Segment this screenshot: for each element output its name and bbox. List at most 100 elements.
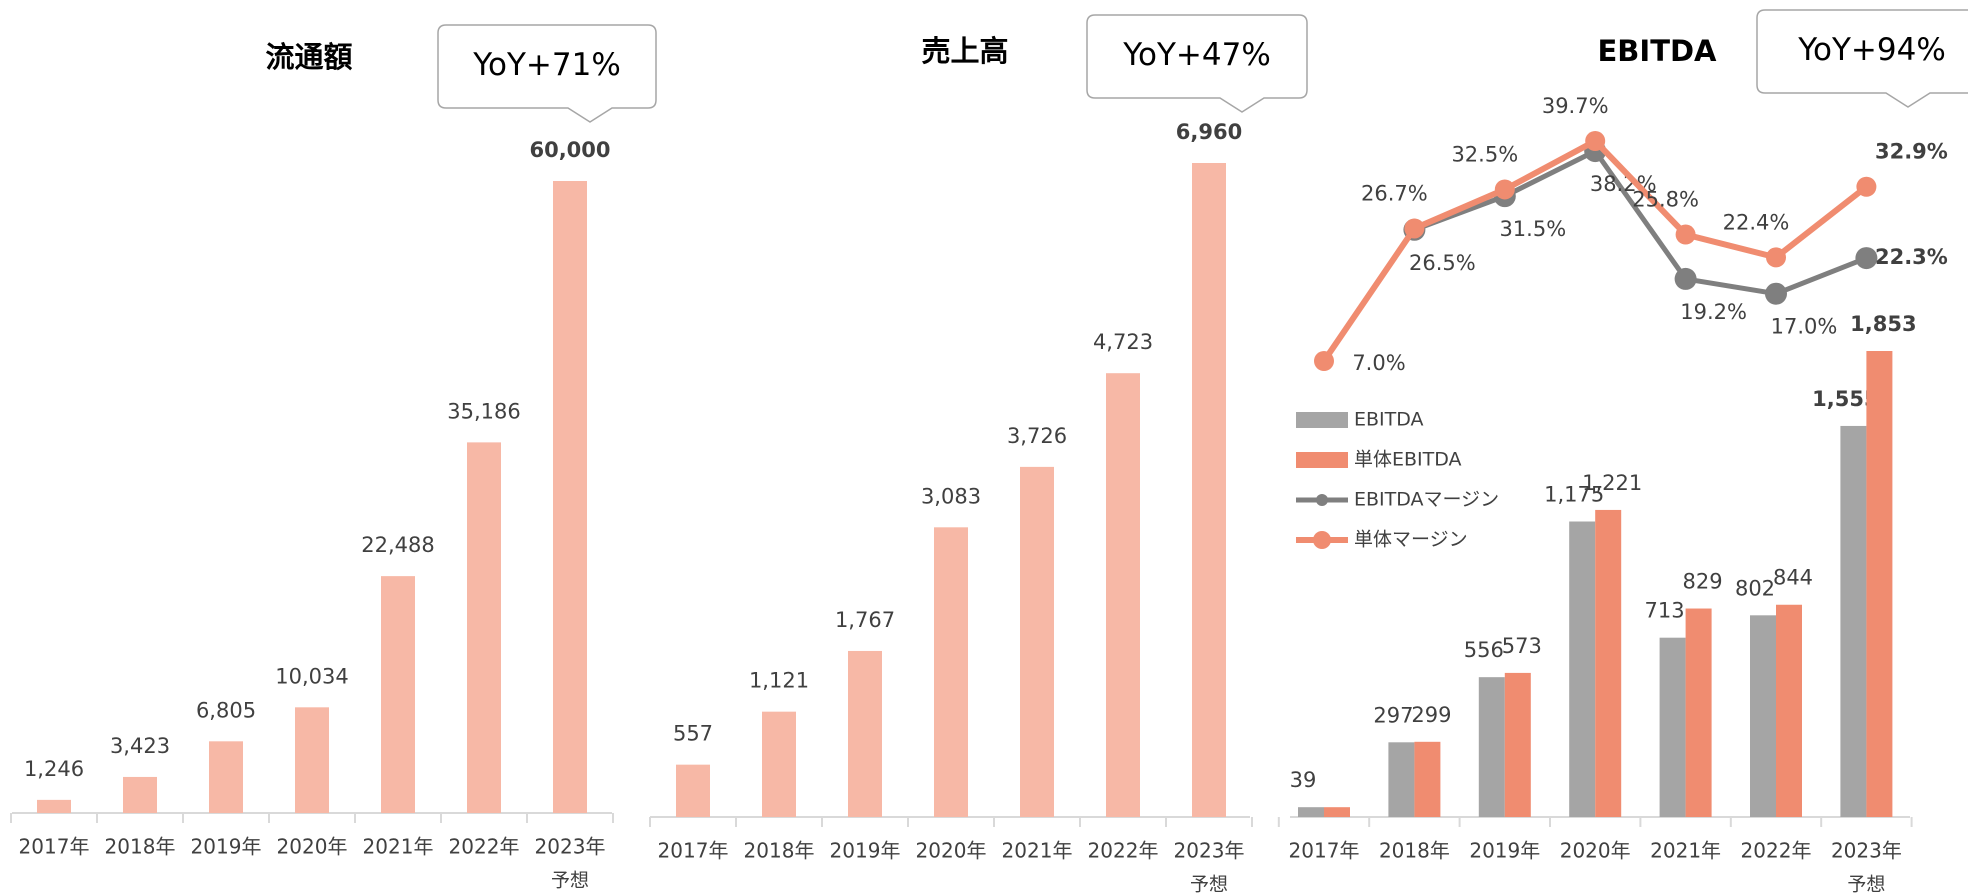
data-label: 297 xyxy=(1373,703,1413,727)
callout-text: YoY+94% xyxy=(1797,32,1946,68)
data-label: 556 xyxy=(1464,638,1504,662)
x-tick-label: 2018年 xyxy=(105,835,176,859)
bar xyxy=(1840,425,1867,817)
bar xyxy=(1478,677,1505,817)
bar xyxy=(467,442,501,813)
chart-title: EBITDA xyxy=(1597,34,1717,68)
data-label: 39.7% xyxy=(1542,94,1609,118)
data-label: 31.5% xyxy=(1499,217,1566,241)
bar xyxy=(1685,608,1712,817)
x-tick-label: 2021年 xyxy=(1650,839,1721,863)
chart-title: 売上高 xyxy=(921,34,1008,68)
x-tick-label: 2020年 xyxy=(277,835,348,859)
x-tick-label: 2023年 xyxy=(1831,839,1902,863)
legend-swatch xyxy=(1316,494,1328,506)
x-tick-label: 2017年 xyxy=(1289,839,1360,863)
legend-label: 単体マージン xyxy=(1354,529,1468,551)
data-label: 3,423 xyxy=(110,734,170,758)
line-point xyxy=(1494,179,1515,200)
data-label: 6,960 xyxy=(1176,120,1242,144)
data-label: 32.5% xyxy=(1451,142,1518,166)
legend-swatch xyxy=(1313,531,1331,549)
bar xyxy=(1750,615,1776,817)
x-tick-label: 2021年 xyxy=(1002,839,1073,863)
bar xyxy=(381,576,415,813)
x-tick-label: 2021年 xyxy=(363,835,434,859)
x-tick-label: 2017年 xyxy=(19,835,90,859)
callout-box xyxy=(1756,9,1968,108)
bar xyxy=(1106,373,1140,817)
data-label: 25.8% xyxy=(1632,188,1699,212)
legend-label: EBITDAマージン xyxy=(1354,489,1499,511)
bar xyxy=(37,799,71,813)
legend-swatch xyxy=(1296,452,1348,468)
data-label: 10,034 xyxy=(275,664,348,688)
x-tick-label: 2022年 xyxy=(1088,839,1159,863)
bar xyxy=(295,707,329,813)
data-label: 299 xyxy=(1411,703,1451,727)
bar xyxy=(1020,466,1054,817)
bar xyxy=(553,181,587,813)
data-label: 4,723 xyxy=(1093,330,1153,354)
forecast-note: 予想 xyxy=(1190,874,1228,896)
data-label: 1,221 xyxy=(1582,471,1642,495)
line-point xyxy=(1404,218,1425,239)
x-tick-label: 2020年 xyxy=(916,839,987,863)
data-label: 26.5% xyxy=(1409,251,1476,275)
data-label: 32.9% xyxy=(1875,140,1948,164)
line-point xyxy=(1766,247,1786,268)
data-label: 1,121 xyxy=(749,669,809,693)
bar xyxy=(1866,351,1893,817)
chart-title: 流通額 xyxy=(265,40,352,74)
data-label: 26.7% xyxy=(1361,181,1428,205)
line-point xyxy=(1674,267,1697,290)
x-tick-label: 2023年 xyxy=(535,835,606,859)
forecast-note: 予想 xyxy=(1847,874,1885,896)
x-tick-label: 2019年 xyxy=(1469,839,1540,863)
data-label: 844 xyxy=(1773,566,1813,590)
data-label: 1,767 xyxy=(835,608,895,632)
bar xyxy=(1504,672,1531,817)
line-point xyxy=(1585,131,1606,151)
bar xyxy=(1324,807,1350,817)
bar xyxy=(676,764,710,817)
bar xyxy=(1388,742,1415,817)
callout-box xyxy=(437,24,657,123)
data-label: 557 xyxy=(673,722,713,746)
bar xyxy=(1414,741,1441,817)
data-label: 39 xyxy=(1290,768,1317,792)
data-label: 573 xyxy=(1502,634,1542,658)
x-tick-label: 2022年 xyxy=(449,835,520,859)
x-tick-label: 2023年 xyxy=(1174,839,1245,863)
line-point xyxy=(1765,282,1787,305)
data-label: 35,186 xyxy=(447,399,520,423)
data-label: 7.0% xyxy=(1352,351,1405,375)
data-label: 1,853 xyxy=(1850,312,1916,336)
data-label: 19.2% xyxy=(1680,300,1747,324)
line xyxy=(1413,147,1868,297)
bar xyxy=(848,650,882,817)
x-tick-label: 2017年 xyxy=(658,839,729,863)
data-label: 713 xyxy=(1645,599,1685,623)
bar xyxy=(934,527,968,817)
data-label: 3,083 xyxy=(921,484,981,508)
data-label: 3,726 xyxy=(1007,424,1067,448)
x-tick-label: 2020年 xyxy=(1560,839,1631,863)
data-label: 60,000 xyxy=(529,138,610,162)
data-label: 1,246 xyxy=(24,757,84,781)
callout-text: YoY+47% xyxy=(1122,37,1271,73)
line-point xyxy=(1675,224,1696,245)
data-label: 829 xyxy=(1683,570,1723,594)
bar xyxy=(1595,509,1622,817)
legend-label: EBITDA xyxy=(1354,409,1424,431)
data-label: 1,175 xyxy=(1544,483,1604,507)
callout-text: YoY+71% xyxy=(472,47,621,83)
callout-box xyxy=(1086,14,1308,113)
line-point xyxy=(1856,176,1877,197)
data-label: 22.3% xyxy=(1875,245,1948,269)
data-label: 22.4% xyxy=(1723,210,1790,234)
bar xyxy=(1659,637,1686,817)
bar xyxy=(1776,604,1802,817)
line-point xyxy=(1314,351,1334,371)
x-tick-label: 2022年 xyxy=(1741,839,1812,863)
